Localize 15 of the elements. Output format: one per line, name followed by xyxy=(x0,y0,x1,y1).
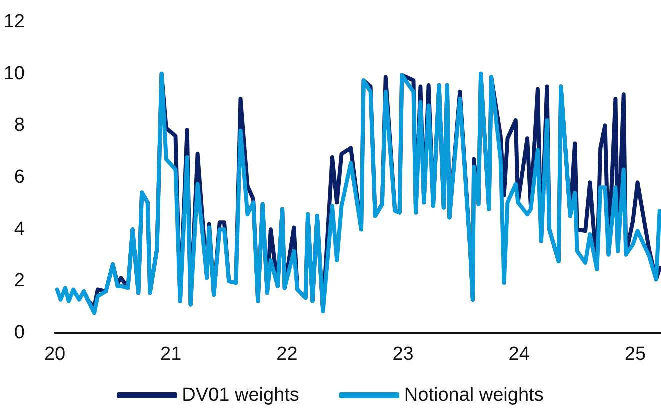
x-tick-label: 20 xyxy=(44,344,66,365)
y-tick-label: 12 xyxy=(4,12,25,32)
x-tick-label: 22 xyxy=(276,344,298,365)
x-tick-label: 23 xyxy=(392,344,414,365)
x-tick-label: 21 xyxy=(160,344,182,365)
y-tick-label: 8 xyxy=(14,115,25,136)
y-tick-label: 4 xyxy=(14,218,26,240)
legend-label: DV01 weights xyxy=(182,385,300,406)
legend-label: Notional weights xyxy=(404,385,544,406)
x-tick-label: 24 xyxy=(508,344,530,365)
y-tick-label: 0 xyxy=(14,322,25,344)
y-tick-label: 10 xyxy=(4,63,25,84)
y-tick-label: 2 xyxy=(14,270,25,292)
y-tick-label: 6 xyxy=(14,167,25,188)
x-tick-label: 25 xyxy=(624,344,646,365)
